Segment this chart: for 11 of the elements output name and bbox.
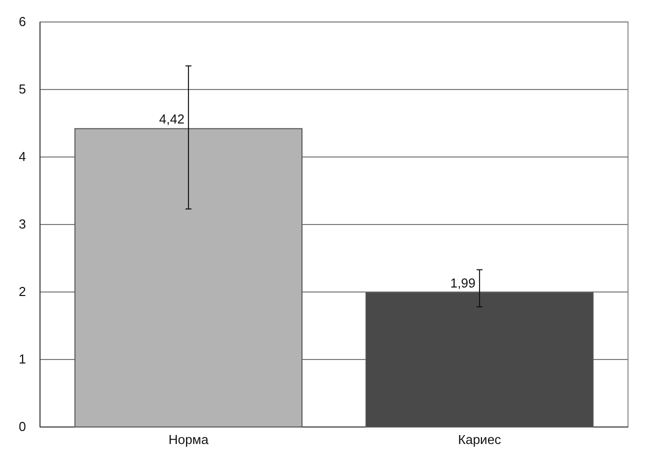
y-tick-label: 0 <box>18 419 26 434</box>
y-tick-label: 2 <box>18 284 26 300</box>
y-tick-label: 1 <box>18 352 26 367</box>
y-tick-label: 6 <box>18 14 26 30</box>
data-label: 4,42 <box>159 112 184 127</box>
data-label: 1,99 <box>450 276 476 291</box>
y-tick-label: 5 <box>18 82 26 97</box>
x-tick-label: Норма <box>168 432 210 448</box>
x-tick-label: Кариес <box>458 432 502 448</box>
y-tick-label: 4 <box>18 149 26 164</box>
y-tick-label: 3 <box>18 216 26 232</box>
